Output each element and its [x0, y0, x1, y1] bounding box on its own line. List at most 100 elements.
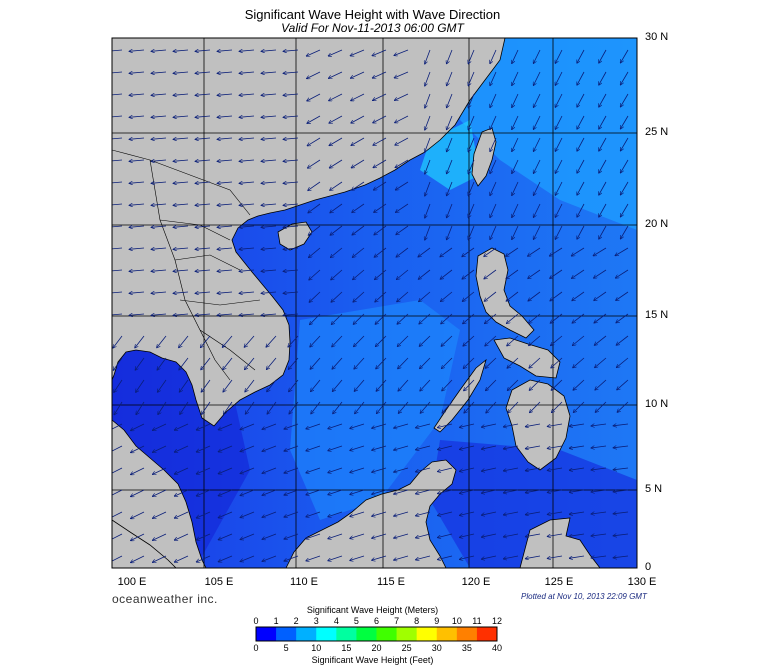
- wave-arrow: [572, 313, 585, 323]
- wave-arrow: [447, 225, 453, 240]
- wave-arrow: [217, 292, 233, 293]
- wave-arrow: [620, 181, 629, 195]
- wave-arrow: [620, 49, 629, 63]
- wave-arrow: [419, 313, 431, 324]
- wave-arrow: [447, 71, 453, 86]
- wave-arrow: [555, 159, 563, 173]
- wave-arrow: [179, 335, 189, 348]
- wave-arrow: [217, 116, 233, 117]
- wave-arrow: [306, 49, 321, 56]
- wave-arrow: [437, 423, 453, 428]
- wave-arrow: [512, 159, 519, 174]
- wave-arrow: [239, 72, 255, 73]
- wave-arrow: [595, 401, 607, 412]
- wave-arrow: [512, 181, 519, 196]
- wave-arrow: [112, 203, 123, 206]
- wave-arrow: [328, 445, 343, 451]
- wave-arrow: [437, 511, 453, 516]
- wave-arrow: [447, 181, 453, 196]
- wave-arrow: [129, 116, 145, 117]
- wave-arrow: [547, 555, 563, 559]
- wave-arrow: [114, 401, 123, 415]
- wave-arrow: [525, 511, 541, 515]
- wave-arrow: [350, 445, 365, 451]
- wave-arrow: [555, 49, 563, 63]
- colorbar-swatch: [416, 627, 438, 641]
- wave-arrow: [468, 159, 475, 174]
- wave-arrow: [447, 203, 453, 218]
- wave-arrow: [468, 49, 475, 64]
- wave-arrow: [217, 94, 233, 95]
- wave-arrow: [195, 248, 211, 249]
- wave-arrow: [262, 533, 277, 539]
- wave-arrow: [352, 203, 365, 213]
- wave-arrow: [507, 357, 519, 368]
- wave-arrow: [217, 160, 233, 161]
- wave-arrow: [547, 533, 563, 537]
- wave-arrow: [239, 94, 255, 95]
- wave-arrow: [490, 115, 497, 130]
- wave-arrow: [372, 423, 387, 428]
- colorbar-tick-meters: 0: [253, 616, 259, 626]
- lat-label-5n: 5 N: [645, 483, 663, 495]
- wave-arrow: [573, 401, 585, 413]
- wave-arrow: [394, 423, 409, 428]
- wave-arrow: [112, 49, 123, 52]
- wave-arrow: [129, 292, 145, 293]
- wave-arrow: [437, 489, 453, 494]
- wave-arrow: [599, 181, 607, 195]
- wave-arrow: [173, 204, 189, 205]
- wave-arrow: [481, 445, 497, 449]
- wave-arrow: [261, 160, 277, 161]
- wave-arrow: [195, 314, 211, 315]
- wave-arrow: [551, 401, 563, 413]
- colorbar-tick-meters: 12: [491, 616, 502, 626]
- wave-arrow: [151, 226, 167, 227]
- colorbar-tick-meters: 7: [394, 616, 400, 626]
- colorbar-tick-meters: 1: [273, 616, 279, 626]
- wave-arrow: [195, 50, 211, 51]
- wave-arrow: [200, 335, 211, 348]
- lat-label-0: 0: [645, 561, 652, 573]
- wave-arrow: [173, 138, 189, 139]
- wave-arrow: [616, 335, 629, 345]
- wave-arrow: [506, 313, 519, 324]
- wave-arrow: [157, 335, 167, 348]
- wave-arrow: [201, 379, 211, 392]
- wave-arrow: [396, 247, 409, 257]
- wave-arrow: [288, 335, 299, 347]
- wave-arrow: [447, 115, 453, 130]
- wave-arrow: [396, 225, 409, 235]
- wave-arrow: [352, 247, 365, 257]
- colorbar-tick-feet: 10: [311, 643, 322, 653]
- wave-arrow: [599, 137, 607, 151]
- wave-arrow: [503, 467, 519, 471]
- wave-arrow: [572, 335, 585, 346]
- wave-arrow: [533, 71, 541, 86]
- wave-arrow: [528, 247, 541, 256]
- wave-arrow: [569, 511, 585, 514]
- wave-arrow: [328, 423, 343, 429]
- wave-arrow: [591, 512, 607, 514]
- wave-arrow: [395, 137, 409, 145]
- wave-arrow: [196, 445, 211, 452]
- wave-arrow: [440, 291, 453, 302]
- wave-arrow: [447, 137, 453, 152]
- wave-arrow: [239, 160, 255, 161]
- colorbar-tick-meters: 2: [293, 616, 299, 626]
- wave-arrow: [152, 423, 167, 430]
- wave-arrow: [373, 137, 387, 145]
- colorbar-border: [255, 626, 498, 642]
- wave-arrow: [309, 269, 321, 280]
- wave-arrow: [310, 313, 321, 325]
- wave-arrow: [112, 423, 123, 431]
- wave-arrow: [416, 533, 431, 538]
- wave-arrow: [503, 533, 519, 537]
- wave-arrow: [468, 71, 475, 86]
- mid-wave-zone-central: [290, 300, 460, 520]
- wave-arrow: [196, 555, 211, 562]
- wave-arrow: [151, 270, 167, 271]
- wave-arrow: [112, 269, 123, 272]
- wave-arrow: [151, 160, 167, 161]
- wave-arrow: [131, 533, 145, 541]
